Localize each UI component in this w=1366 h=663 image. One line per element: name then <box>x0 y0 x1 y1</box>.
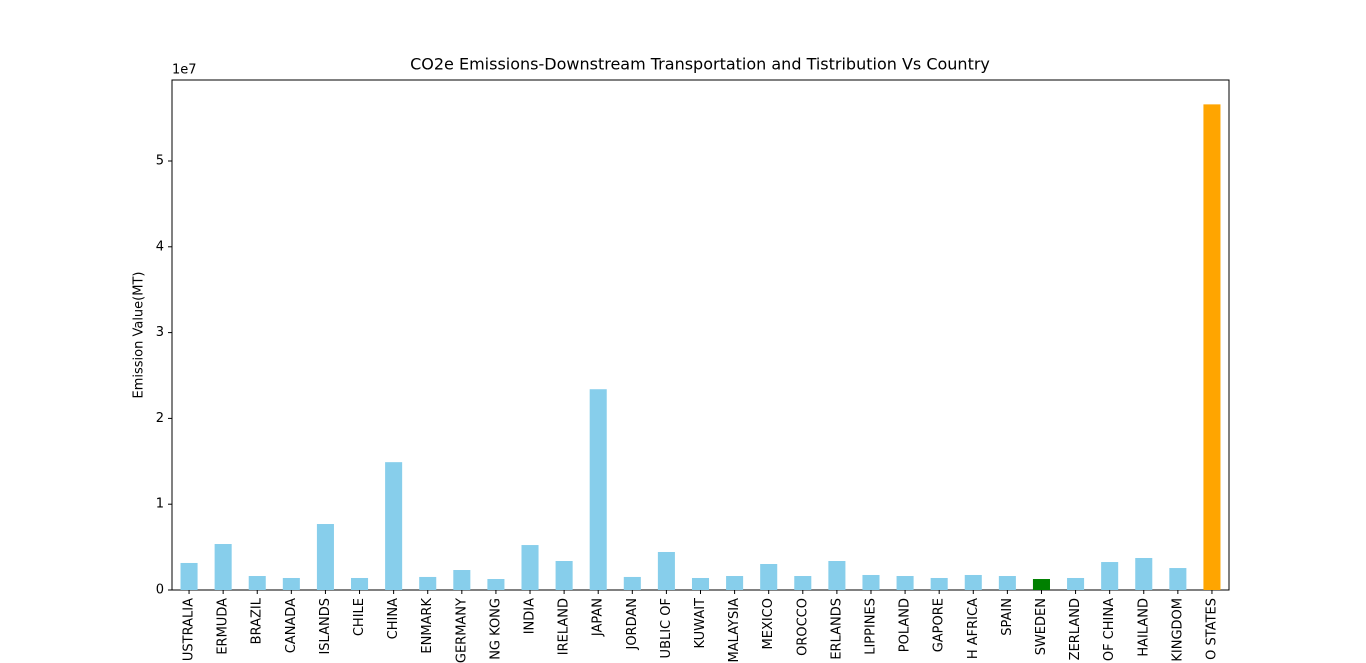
chart-title: CO2e Emissions-Downstream Transportation… <box>410 55 990 74</box>
bar <box>453 570 471 590</box>
bar <box>1032 579 1050 590</box>
bar <box>180 562 198 590</box>
bar <box>726 576 744 590</box>
x-tick-label: OROCCO <box>795 598 810 656</box>
x-tick-label: OF CHINA <box>1102 598 1117 661</box>
x-tick-label: ISLANDS <box>318 598 333 655</box>
x-tick-label: INDIA <box>523 598 538 634</box>
x-tick-label: CANADA <box>284 598 299 653</box>
bar <box>589 389 607 590</box>
bar <box>623 576 641 590</box>
x-tick-label: USTRALIA <box>182 598 197 661</box>
x-tick-label: ZERLAND <box>1068 598 1083 660</box>
bar <box>964 574 982 590</box>
x-tick-label: GERMANY <box>454 598 469 663</box>
y-tick-label: 4 <box>156 239 164 254</box>
bar <box>794 576 812 590</box>
x-tick-label: O STATES <box>1204 598 1219 660</box>
x-tick-label: MEXICO <box>761 598 776 649</box>
bar <box>1169 568 1187 590</box>
x-tick-label: SPAIN <box>1000 598 1015 636</box>
x-tick-label: JAPAN <box>591 598 606 637</box>
bar <box>828 560 846 590</box>
x-tick-label: JORDAN <box>625 598 640 651</box>
x-tick-label: CHINA <box>386 598 401 639</box>
y-axis-label: Emission Value(MT) <box>132 272 147 399</box>
y-tick-label: 3 <box>156 325 164 340</box>
x-tick-label: HAILAND <box>1136 598 1151 657</box>
bar <box>1101 562 1119 590</box>
x-tick-label: UBLIC OF <box>659 598 674 658</box>
x-tick-label: ERLANDS <box>829 598 844 660</box>
x-tick-label: LIPPINES <box>863 598 878 655</box>
y-tick-label: 1 <box>156 497 164 512</box>
bar <box>214 544 232 590</box>
bar <box>555 560 573 590</box>
x-tick-label: BRAZIL <box>250 597 265 644</box>
x-tick-label: GAPORE <box>932 598 947 652</box>
bar <box>521 545 539 590</box>
x-tick-label: NG KONG <box>488 598 503 660</box>
x-tick-label: KINGDOM <box>1170 598 1185 662</box>
bar <box>1203 104 1221 590</box>
bar <box>691 577 710 590</box>
bar <box>998 576 1016 590</box>
bar <box>351 577 369 590</box>
bar <box>1135 557 1153 590</box>
bar <box>248 576 266 590</box>
bar <box>930 577 948 590</box>
x-tick-label: IRELAND <box>557 598 572 655</box>
x-tick-label: MALAYSIA <box>727 598 742 663</box>
y-tick-label: 2 <box>156 411 164 426</box>
bar <box>385 462 403 590</box>
x-tick-label: KUWAIT <box>693 598 708 649</box>
y-offset-label: 1e7 <box>172 63 197 78</box>
bar <box>862 574 880 590</box>
bar <box>282 577 300 590</box>
bar <box>896 576 914 590</box>
bar <box>419 576 437 590</box>
x-tick-label: ENMARK <box>420 598 435 654</box>
x-tick-label: H AFRICA <box>966 598 981 659</box>
bar <box>487 579 505 590</box>
y-tick-label: 5 <box>156 153 164 168</box>
x-tick-label: CHILE <box>352 598 367 636</box>
bar <box>1067 577 1085 590</box>
bar <box>760 564 778 590</box>
x-tick-label: POLAND <box>898 598 913 652</box>
plot-frame <box>171 79 1230 591</box>
bar <box>657 551 675 590</box>
x-tick-label: SWEDEN <box>1034 598 1049 655</box>
y-tick-label: 0 <box>156 583 164 598</box>
bar <box>316 524 334 590</box>
x-tick-label: ERMUDA <box>216 598 231 655</box>
